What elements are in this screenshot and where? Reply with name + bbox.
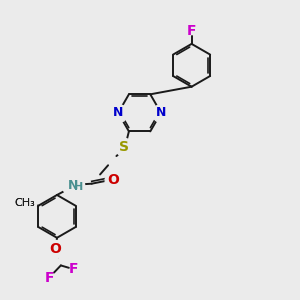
Text: O: O: [50, 242, 61, 256]
Text: H: H: [74, 182, 83, 192]
Text: N: N: [68, 179, 79, 192]
Text: N: N: [113, 106, 123, 119]
Text: F: F: [187, 24, 196, 38]
Text: N: N: [156, 106, 166, 119]
Text: O: O: [107, 173, 119, 187]
Text: F: F: [45, 271, 54, 285]
Text: CH₃: CH₃: [15, 198, 35, 208]
Text: S: S: [119, 140, 129, 154]
Text: CH₃: CH₃: [15, 198, 35, 208]
Text: F: F: [69, 262, 78, 276]
